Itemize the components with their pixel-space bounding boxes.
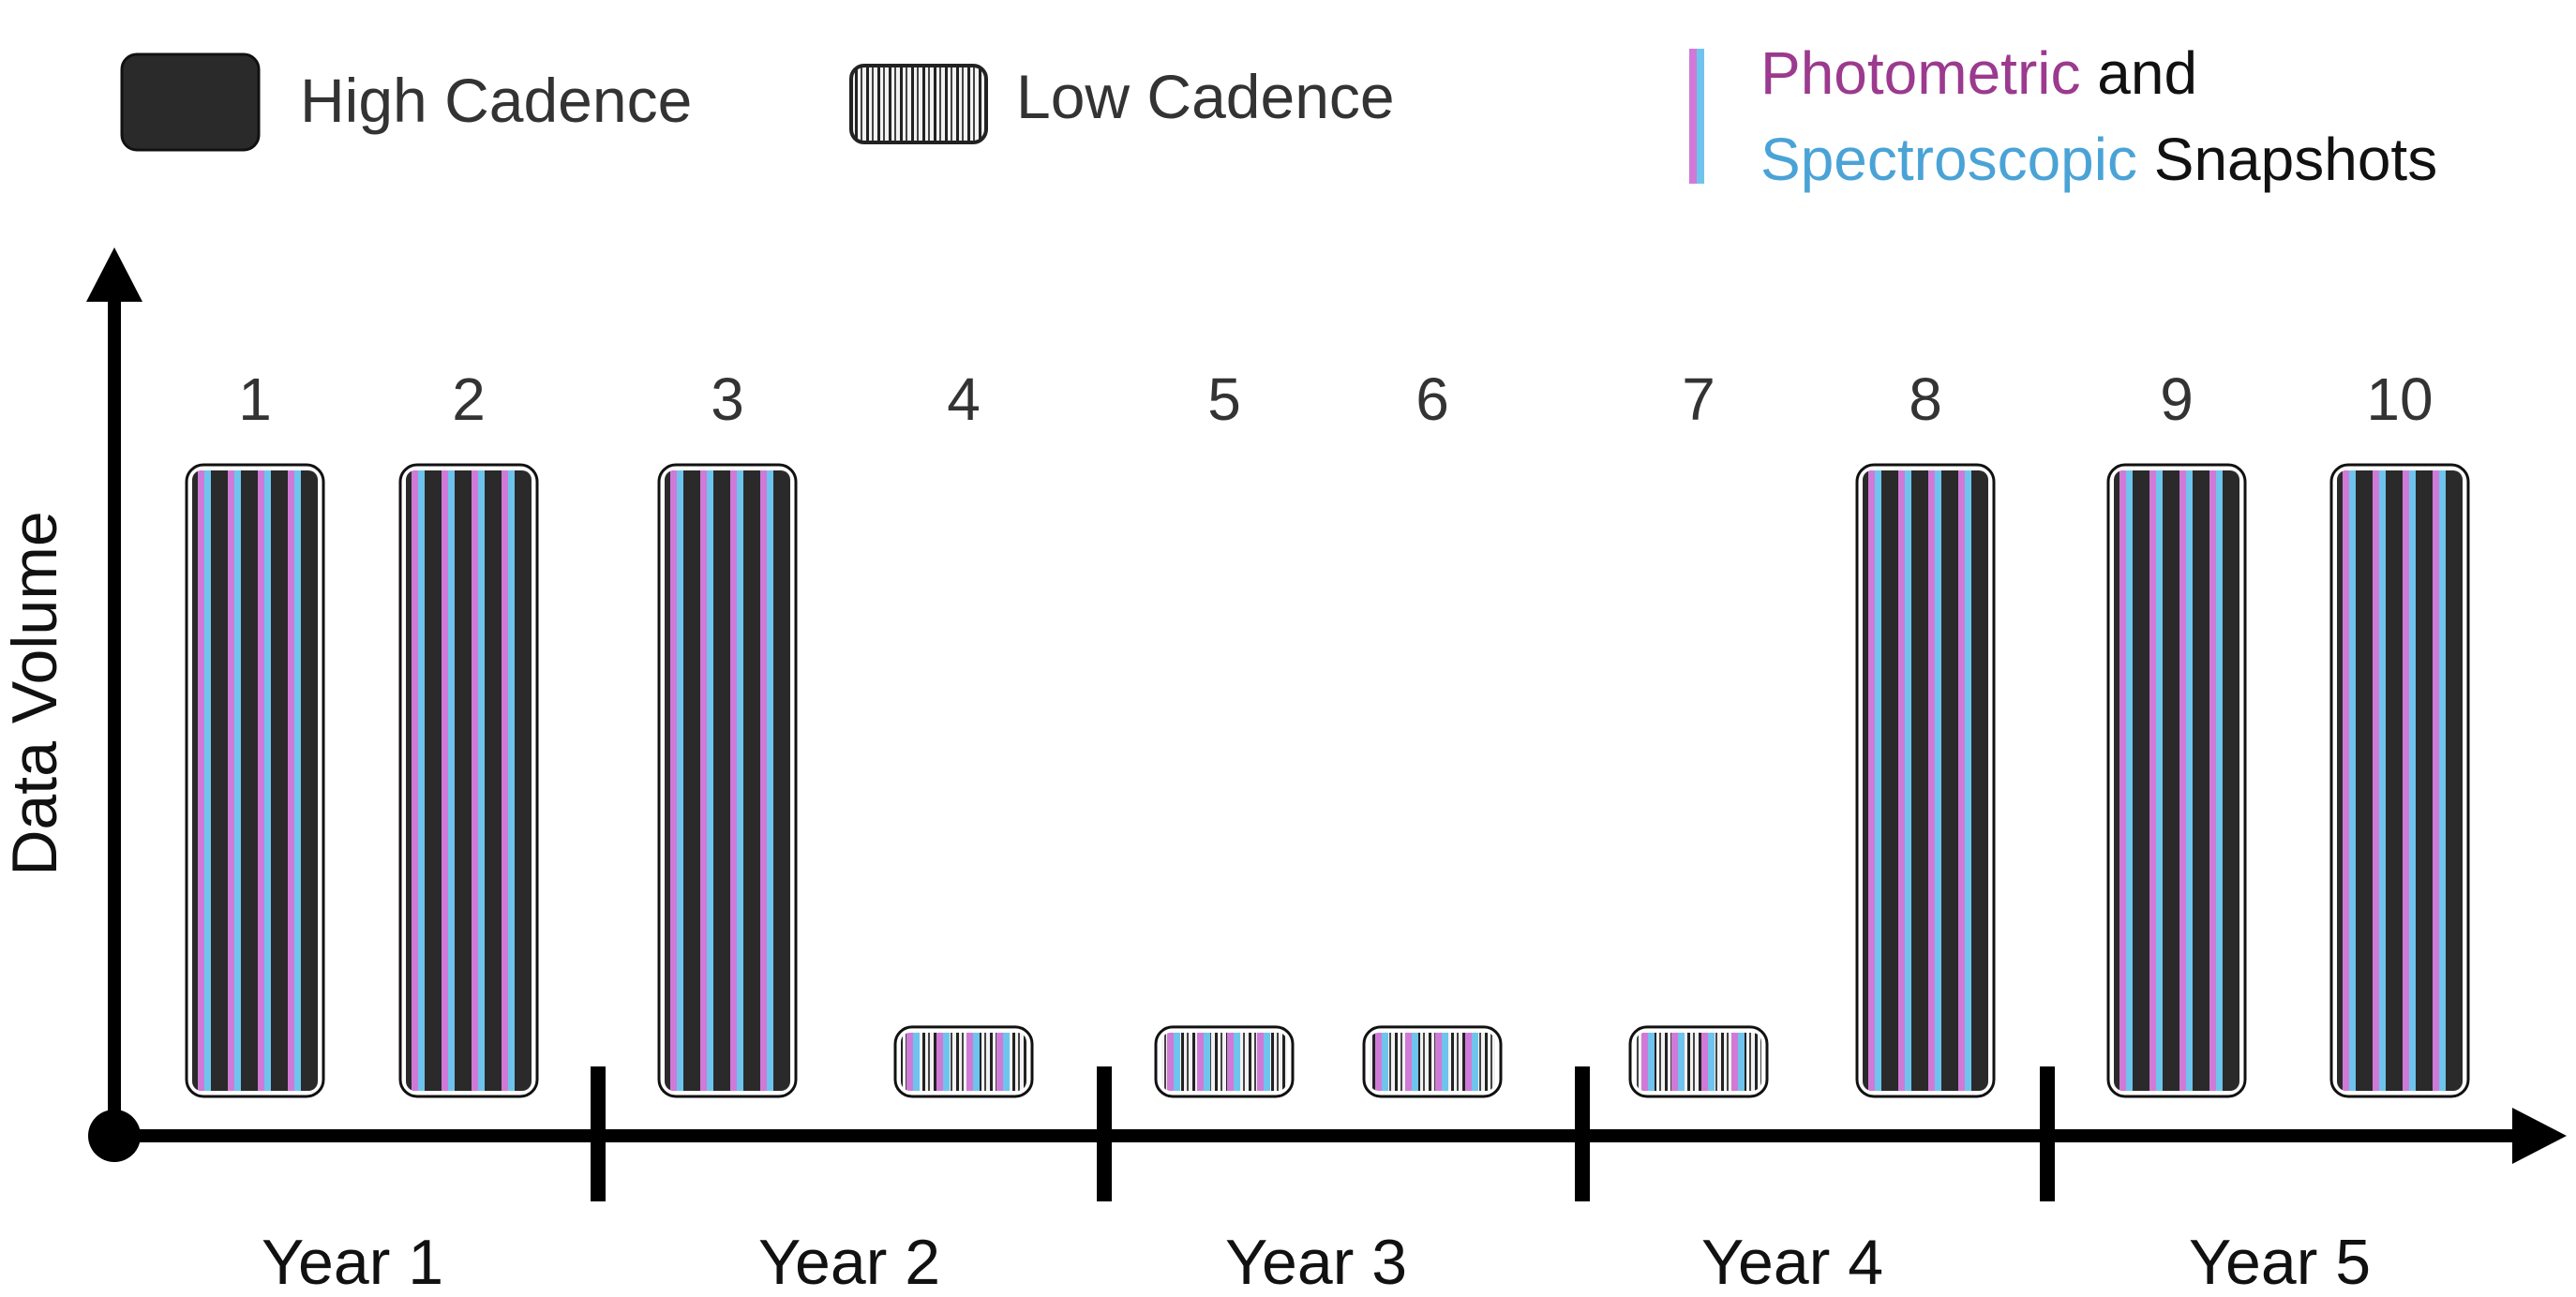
svg-text:Photometric and: Photometric and xyxy=(1760,39,2197,107)
legend-photometric: Photometric xyxy=(1760,39,2080,107)
bar-number-label: 8 xyxy=(1909,365,1942,433)
legend-high-label: High Cadence xyxy=(300,66,692,135)
bar-7 xyxy=(1628,1025,1769,1098)
year-label-2: Year 2 xyxy=(758,1227,940,1297)
bar-3 xyxy=(657,463,798,1098)
bar-number-label: 5 xyxy=(1207,365,1241,433)
bar-4 xyxy=(893,1025,1034,1098)
bar-2 xyxy=(398,463,539,1098)
year-label-3: Year 3 xyxy=(1225,1227,1407,1297)
legend-low-label: Low Cadence xyxy=(1016,62,1395,131)
legend-spectroscopic: Spectroscopic xyxy=(1760,126,2137,193)
bar-5 xyxy=(1154,1025,1295,1098)
bar-9 xyxy=(2106,463,2247,1098)
bar-number-label: 3 xyxy=(711,365,744,433)
year-label-5: Year 5 xyxy=(2189,1227,2371,1297)
y-axis-label: Data Volume xyxy=(0,511,70,875)
bar-1 xyxy=(185,463,325,1098)
bar-8 xyxy=(1855,463,1996,1098)
bar-10 xyxy=(2329,463,2470,1098)
bar-number-label: 4 xyxy=(947,365,981,433)
year-labels: Year 1 Year 2 Year 3 Year 4 Year 5 xyxy=(262,1227,2371,1297)
legend-and: and xyxy=(2097,39,2197,107)
axes: Data Volume xyxy=(0,247,2567,1201)
bar-number-label: 10 xyxy=(2366,365,2433,433)
legend-high-swatch xyxy=(120,52,261,152)
bar-number-label: 9 xyxy=(2160,365,2194,433)
bar-number-label: 7 xyxy=(1682,365,1715,433)
bar-number-label: 6 xyxy=(1415,365,1449,433)
y-axis-arrowhead xyxy=(86,247,142,302)
year-label-4: Year 4 xyxy=(1701,1227,1883,1297)
year-label-1: Year 1 xyxy=(262,1227,443,1297)
svg-text:Spectroscopic Snapshots: Spectroscopic Snapshots xyxy=(1760,126,2437,193)
legend-snapshots: Snapshots xyxy=(2154,126,2437,193)
x-axis-arrowhead xyxy=(2512,1108,2567,1164)
legend-snapshot-swatch xyxy=(1689,49,1704,184)
axis-origin-dot xyxy=(88,1110,141,1162)
bar-number-label: 1 xyxy=(238,365,272,433)
bar-6 xyxy=(1362,1025,1503,1098)
bars: 1 2 3 4 5 6 7 8 9 10 xyxy=(185,365,2470,1098)
bar-number-label: 2 xyxy=(452,365,486,433)
legend-low-swatch xyxy=(849,64,988,144)
legend: High Cadence Low Cadence Photometric and… xyxy=(120,39,2437,193)
